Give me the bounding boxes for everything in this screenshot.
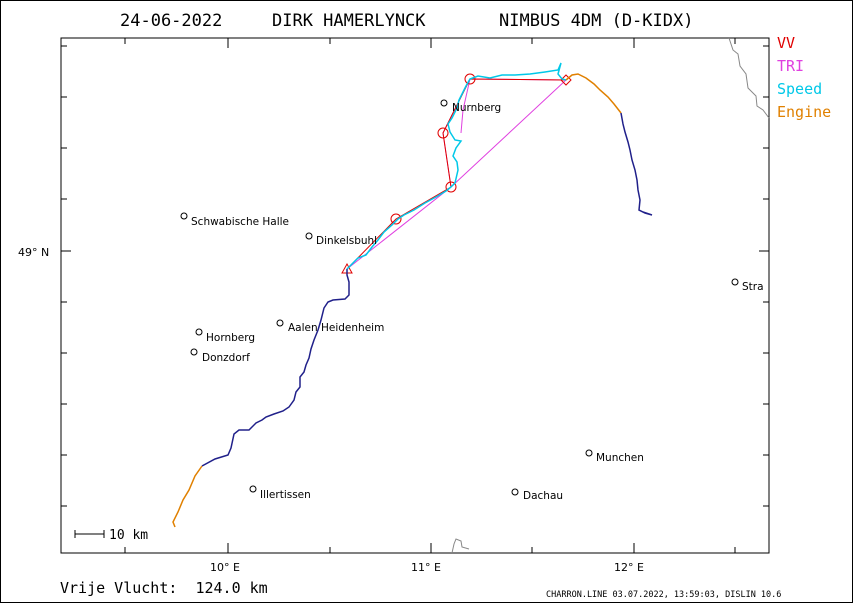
legend-engine: Engine — [777, 103, 831, 121]
town-marker-icon — [585, 449, 593, 457]
border-fragment-line — [451, 538, 470, 554]
town-label-dachau: Dachau — [523, 490, 563, 502]
town-label-stra: Stra — [742, 281, 764, 293]
country-border-line — [728, 37, 770, 119]
free-flight-distance: Vrije Vlucht: 124.0 km — [60, 579, 268, 597]
flight-date: 24-06-2022 — [120, 11, 222, 31]
task-leg-line — [460, 78, 471, 134]
scale-bar — [74, 530, 105, 538]
town-label-hornberg: Hornberg — [206, 332, 255, 344]
town-marker-icon — [249, 485, 257, 493]
town-label-dinkelsbuhl: Dinkelsbuhl — [316, 235, 377, 247]
longitude-label-12: 12° E — [614, 561, 644, 574]
axis-ticks — [61, 38, 769, 553]
pilot-name: DIRK HAMERLYNCK — [272, 11, 426, 31]
turnpoint-markers — [341, 73, 572, 274]
town-marker-icon — [195, 328, 203, 336]
flight-track-return — [620, 112, 653, 216]
software-credit: CHARRON.LINE 03.07.2022, 13:59:03, DISLI… — [546, 590, 781, 600]
town-marker-icon — [190, 348, 198, 356]
town-marker-icon — [276, 319, 284, 327]
town-label-munchen: Munchen — [596, 452, 644, 464]
town-label-aalen-heidenheim: Aalen Heidenheim — [288, 322, 384, 334]
scale-bar-label: 10 km — [109, 528, 148, 543]
legend-vv: VV — [777, 34, 795, 52]
town-label-schwabische-halle: Schwabische Halle — [191, 216, 289, 228]
free-flight-legs — [346, 78, 567, 270]
town-label-illertissen: Illertissen — [260, 489, 311, 501]
speed-track — [346, 62, 567, 270]
longitude-label-11: 11° E — [411, 561, 441, 574]
engine-track-end — [565, 73, 622, 114]
town-marker-icon — [180, 212, 188, 220]
town-label-nurnberg: Nurnberg — [452, 102, 501, 114]
town-marker-icon — [305, 232, 313, 240]
latitude-label: 49° N — [18, 246, 49, 259]
legend-tri: TRI — [777, 57, 804, 75]
town-markers — [180, 99, 739, 496]
flight-track-outbound — [201, 269, 350, 467]
town-marker-icon — [511, 488, 519, 496]
map-frame — [60, 37, 770, 554]
glider-name: NIMBUS 4DM (D-KIDX) — [499, 11, 693, 31]
longitude-label-10: 10° E — [210, 561, 240, 574]
legend-speed: Speed — [777, 80, 822, 98]
town-marker-icon — [731, 278, 739, 286]
engine-track-start — [172, 465, 203, 528]
town-marker-icon — [440, 99, 448, 107]
town-label-donzdorf: Donzdorf — [202, 352, 250, 364]
